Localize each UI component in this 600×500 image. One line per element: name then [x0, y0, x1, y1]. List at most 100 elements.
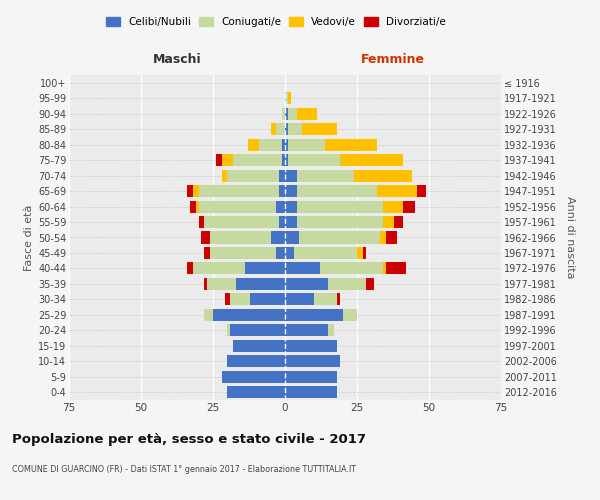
Bar	[216, 154, 221, 166]
Bar	[227, 356, 285, 368]
Bar	[285, 309, 343, 321]
Bar	[285, 123, 288, 135]
Bar	[328, 324, 334, 336]
Bar	[213, 309, 285, 321]
Bar	[386, 232, 397, 243]
Bar	[221, 170, 227, 181]
Bar	[337, 294, 340, 306]
Bar	[386, 262, 406, 274]
Bar	[259, 138, 282, 150]
Bar	[227, 170, 279, 181]
Bar	[293, 247, 357, 259]
Bar	[279, 170, 285, 181]
Bar	[221, 154, 233, 166]
Bar	[285, 278, 328, 290]
Bar	[227, 386, 285, 398]
Bar	[190, 200, 196, 212]
Bar	[320, 262, 383, 274]
Bar	[288, 123, 302, 135]
Bar	[282, 154, 285, 166]
Bar	[383, 262, 386, 274]
Bar	[230, 324, 285, 336]
Bar	[328, 278, 365, 290]
Bar	[227, 324, 230, 336]
Bar	[394, 216, 403, 228]
Bar	[205, 278, 207, 290]
Bar	[285, 232, 299, 243]
Bar	[285, 294, 314, 306]
Bar	[285, 138, 288, 150]
Bar	[288, 154, 340, 166]
Bar	[380, 232, 386, 243]
Bar	[196, 200, 199, 212]
Bar	[193, 262, 245, 274]
Bar	[288, 138, 325, 150]
Bar	[296, 170, 354, 181]
Bar	[285, 185, 296, 197]
Bar	[279, 216, 285, 228]
Text: Popolazione per età, sesso e stato civile - 2017: Popolazione per età, sesso e stato civil…	[12, 432, 366, 446]
Bar	[296, 108, 317, 120]
Text: COMUNE DI GUARCINO (FR) - Dati ISTAT 1° gennaio 2017 - Elaborazione TUTTITALIA.I: COMUNE DI GUARCINO (FR) - Dati ISTAT 1° …	[12, 466, 356, 474]
Bar	[383, 216, 394, 228]
Bar	[325, 138, 377, 150]
Bar	[296, 200, 383, 212]
Bar	[277, 200, 285, 212]
Bar	[285, 200, 296, 212]
Y-axis label: Fasce di età: Fasce di età	[23, 204, 34, 270]
Bar	[285, 108, 288, 120]
Bar	[285, 371, 337, 383]
Bar	[199, 216, 205, 228]
Bar	[271, 123, 277, 135]
Bar	[285, 324, 328, 336]
Bar	[299, 232, 380, 243]
Bar	[285, 170, 296, 181]
Bar	[271, 232, 285, 243]
Bar	[205, 247, 210, 259]
Bar	[199, 185, 279, 197]
Bar	[285, 92, 288, 104]
Bar	[302, 123, 337, 135]
Bar	[363, 247, 365, 259]
Bar	[187, 262, 193, 274]
Bar	[210, 232, 271, 243]
Bar	[314, 294, 337, 306]
Bar	[221, 371, 285, 383]
Text: Maschi: Maschi	[152, 52, 202, 66]
Bar	[187, 185, 193, 197]
Bar	[285, 356, 340, 368]
Bar	[207, 278, 236, 290]
Bar	[403, 200, 415, 212]
Bar	[245, 262, 285, 274]
Bar	[343, 309, 357, 321]
Y-axis label: Anni di nascita: Anni di nascita	[565, 196, 575, 279]
Bar	[277, 247, 285, 259]
Bar	[205, 309, 213, 321]
Bar	[288, 108, 296, 120]
Bar	[233, 154, 282, 166]
Bar	[285, 386, 337, 398]
Bar	[282, 108, 285, 120]
Bar	[354, 170, 412, 181]
Bar	[365, 278, 374, 290]
Bar	[296, 216, 383, 228]
Bar	[233, 340, 285, 352]
Bar	[205, 216, 279, 228]
Bar	[383, 200, 403, 212]
Bar	[418, 185, 426, 197]
Bar	[248, 138, 259, 150]
Bar	[285, 262, 320, 274]
Bar	[285, 247, 293, 259]
Bar	[282, 138, 285, 150]
Bar	[224, 294, 230, 306]
Bar	[377, 185, 418, 197]
Bar	[202, 232, 210, 243]
Bar	[250, 294, 285, 306]
Bar	[288, 92, 291, 104]
Bar	[296, 185, 377, 197]
Bar	[285, 340, 337, 352]
Bar	[279, 185, 285, 197]
Bar	[285, 154, 288, 166]
Bar	[193, 185, 199, 197]
Bar	[210, 247, 277, 259]
